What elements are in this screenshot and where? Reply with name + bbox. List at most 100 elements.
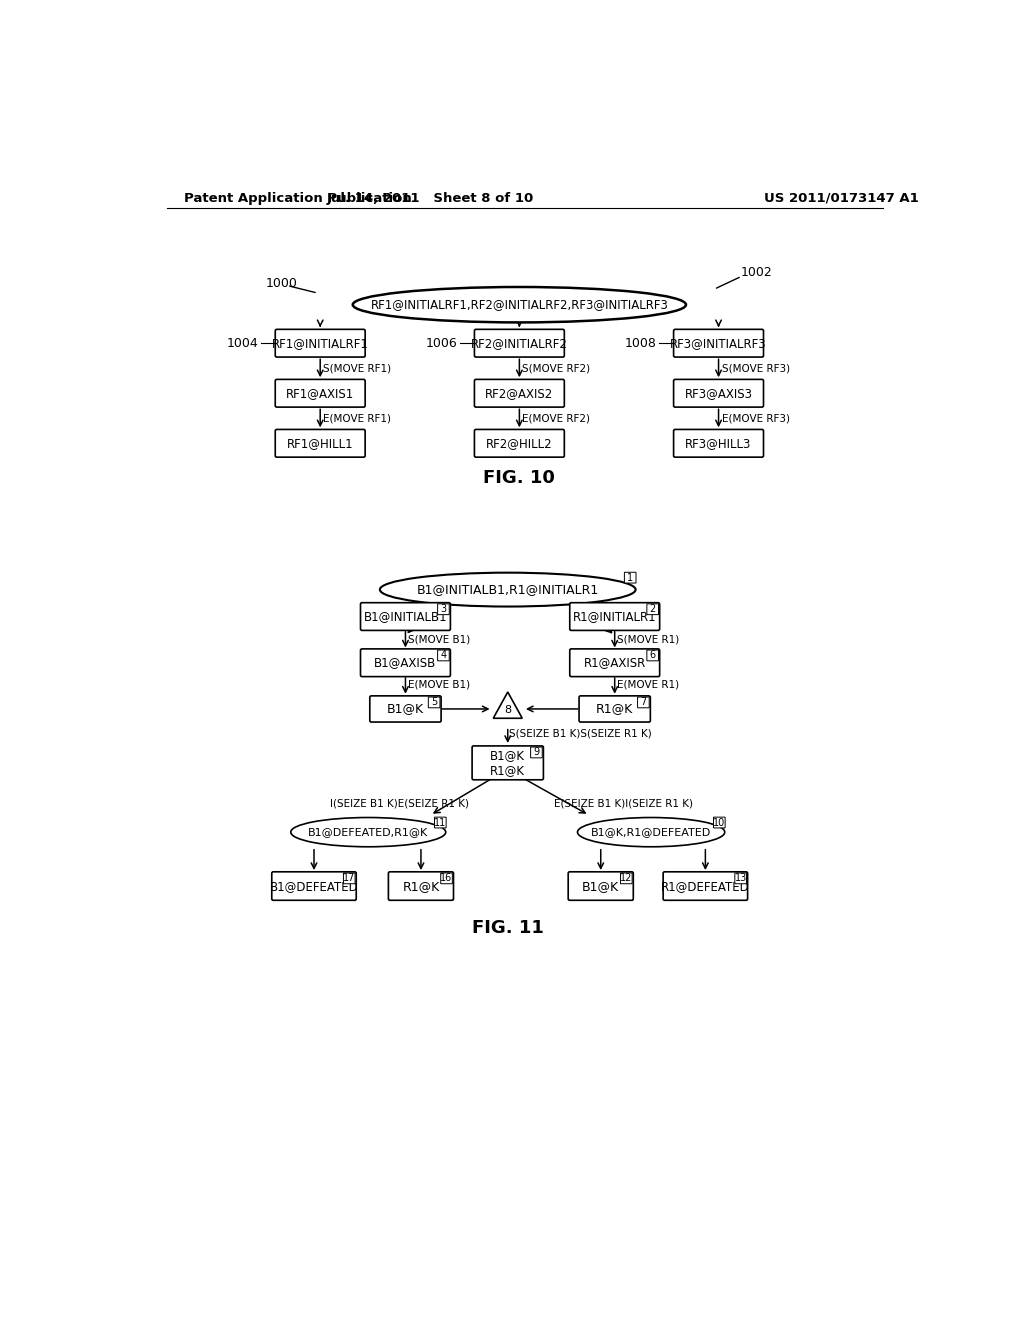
Text: E(MOVE RF3): E(MOVE RF3) xyxy=(722,413,790,424)
Polygon shape xyxy=(494,692,522,718)
Text: 4: 4 xyxy=(440,651,446,660)
Text: 3: 3 xyxy=(440,605,446,614)
Text: B1@DEFEATED,R1@K: B1@DEFEATED,R1@K xyxy=(308,828,428,837)
Text: B1@K,R1@DEFEATED: B1@K,R1@DEFEATED xyxy=(591,828,712,837)
FancyBboxPatch shape xyxy=(360,649,451,677)
Text: S(MOVE RF1): S(MOVE RF1) xyxy=(324,363,391,374)
Text: 9: 9 xyxy=(534,747,540,758)
FancyBboxPatch shape xyxy=(472,746,544,780)
FancyBboxPatch shape xyxy=(428,697,440,708)
Text: S(MOVE B1): S(MOVE B1) xyxy=(408,635,470,644)
Text: 10: 10 xyxy=(713,817,725,828)
Text: R1@INITIALR1: R1@INITIALR1 xyxy=(572,610,656,623)
FancyBboxPatch shape xyxy=(434,817,446,828)
Text: 12: 12 xyxy=(621,874,633,883)
Text: 13: 13 xyxy=(734,874,746,883)
Text: RF1@AXIS1: RF1@AXIS1 xyxy=(286,387,354,400)
Text: R1@K: R1@K xyxy=(402,879,439,892)
FancyBboxPatch shape xyxy=(275,379,366,407)
Text: 1: 1 xyxy=(627,573,633,582)
FancyBboxPatch shape xyxy=(714,817,725,828)
FancyBboxPatch shape xyxy=(647,649,658,661)
FancyBboxPatch shape xyxy=(568,871,633,900)
Text: RF1@INITIALRF1,RF2@INITIALRF2,RF3@INITIALRF3: RF1@INITIALRF1,RF2@INITIALRF2,RF3@INITIA… xyxy=(371,298,669,312)
FancyBboxPatch shape xyxy=(437,603,450,615)
FancyBboxPatch shape xyxy=(674,330,764,358)
Text: 5: 5 xyxy=(431,697,437,708)
Text: FIG. 10: FIG. 10 xyxy=(483,469,555,487)
Ellipse shape xyxy=(291,817,445,847)
FancyBboxPatch shape xyxy=(625,573,636,583)
FancyBboxPatch shape xyxy=(569,649,659,677)
Text: B1@INITIALB1,R1@INITIALR1: B1@INITIALB1,R1@INITIALR1 xyxy=(417,583,599,597)
Text: B1@DEFEATED: B1@DEFEATED xyxy=(269,879,358,892)
FancyBboxPatch shape xyxy=(530,747,543,758)
Text: RF2@HILL2: RF2@HILL2 xyxy=(486,437,553,450)
Text: RF2@INITIALRF2: RF2@INITIALRF2 xyxy=(471,337,568,350)
Text: B1@K: B1@K xyxy=(583,879,620,892)
Text: 1002: 1002 xyxy=(740,265,772,279)
FancyBboxPatch shape xyxy=(621,873,632,884)
FancyBboxPatch shape xyxy=(343,873,355,884)
FancyBboxPatch shape xyxy=(735,873,746,884)
Text: 16: 16 xyxy=(440,874,453,883)
Text: RF2@AXIS2: RF2@AXIS2 xyxy=(485,387,554,400)
Text: 1004: 1004 xyxy=(226,337,258,350)
Text: R1@DEFEATED: R1@DEFEATED xyxy=(662,879,750,892)
Text: FIG. 11: FIG. 11 xyxy=(472,920,544,937)
Text: RF1@HILL1: RF1@HILL1 xyxy=(287,437,353,450)
Text: 1000: 1000 xyxy=(266,277,298,289)
Text: B1@AXISB: B1@AXISB xyxy=(375,656,436,669)
Text: Jul. 14, 2011   Sheet 8 of 10: Jul. 14, 2011 Sheet 8 of 10 xyxy=(327,191,534,205)
Text: 2: 2 xyxy=(649,605,655,614)
Text: E(SEIZE B1 K)I(SEIZE R1 K): E(SEIZE B1 K)I(SEIZE R1 K) xyxy=(555,799,693,809)
Text: S(SEIZE B1 K)S(SEIZE R1 K): S(SEIZE B1 K)S(SEIZE R1 K) xyxy=(509,729,652,739)
Text: S(MOVE R1): S(MOVE R1) xyxy=(617,635,679,644)
Text: 8: 8 xyxy=(504,705,511,715)
FancyBboxPatch shape xyxy=(271,871,356,900)
Ellipse shape xyxy=(578,817,725,847)
FancyBboxPatch shape xyxy=(275,429,366,457)
FancyBboxPatch shape xyxy=(275,330,366,358)
Ellipse shape xyxy=(380,573,636,607)
FancyBboxPatch shape xyxy=(440,873,453,884)
Text: 6: 6 xyxy=(649,651,655,660)
FancyBboxPatch shape xyxy=(664,871,748,900)
FancyBboxPatch shape xyxy=(388,871,454,900)
Text: E(MOVE RF2): E(MOVE RF2) xyxy=(522,413,591,424)
Text: RF3@INITIALRF3: RF3@INITIALRF3 xyxy=(671,337,767,350)
Text: E(MOVE RF1): E(MOVE RF1) xyxy=(324,413,391,424)
Text: RF3@HILL3: RF3@HILL3 xyxy=(685,437,752,450)
Text: E(MOVE R1): E(MOVE R1) xyxy=(617,680,679,689)
FancyBboxPatch shape xyxy=(647,603,658,615)
Text: S(MOVE RF3): S(MOVE RF3) xyxy=(722,363,790,374)
Text: B1@K: B1@K xyxy=(387,702,424,715)
Text: E(MOVE B1): E(MOVE B1) xyxy=(408,680,470,689)
FancyBboxPatch shape xyxy=(437,649,450,661)
Text: 7: 7 xyxy=(640,697,646,708)
Text: I(SEIZE B1 K)E(SEIZE R1 K): I(SEIZE B1 K)E(SEIZE R1 K) xyxy=(330,799,469,809)
Text: R1@K: R1@K xyxy=(596,702,633,715)
Text: RF1@INITIALRF1: RF1@INITIALRF1 xyxy=(271,337,369,350)
Text: B1@K
R1@K: B1@K R1@K xyxy=(490,748,525,777)
Text: 11: 11 xyxy=(434,817,446,828)
Text: 17: 17 xyxy=(343,874,355,883)
FancyBboxPatch shape xyxy=(474,379,564,407)
FancyBboxPatch shape xyxy=(474,330,564,358)
Text: S(MOVE RF2): S(MOVE RF2) xyxy=(522,363,591,374)
Text: Patent Application Publication: Patent Application Publication xyxy=(183,191,412,205)
FancyBboxPatch shape xyxy=(474,429,564,457)
FancyBboxPatch shape xyxy=(569,603,659,631)
Text: B1@INITIALB1: B1@INITIALB1 xyxy=(364,610,447,623)
Ellipse shape xyxy=(352,286,686,322)
FancyBboxPatch shape xyxy=(638,697,649,708)
FancyBboxPatch shape xyxy=(674,379,764,407)
Text: RF3@AXIS3: RF3@AXIS3 xyxy=(685,387,753,400)
Text: 1006: 1006 xyxy=(426,337,458,350)
FancyBboxPatch shape xyxy=(370,696,441,722)
FancyBboxPatch shape xyxy=(674,429,764,457)
Text: R1@AXISR: R1@AXISR xyxy=(584,656,646,669)
Text: 1008: 1008 xyxy=(625,337,656,350)
Text: US 2011/0173147 A1: US 2011/0173147 A1 xyxy=(764,191,919,205)
FancyBboxPatch shape xyxy=(579,696,650,722)
